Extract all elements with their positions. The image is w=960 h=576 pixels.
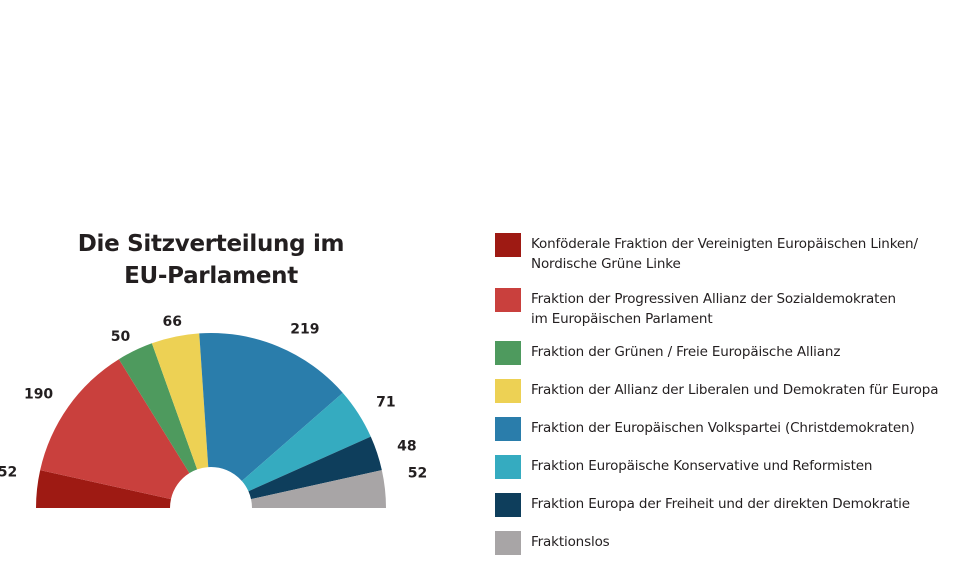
legend-label: Fraktionslos [531,534,610,550]
legend-swatch [495,455,521,479]
legend-swatch [495,417,521,441]
legend-label: Fraktion Europa der Freiheit und der dir… [531,496,910,512]
pie-slice-7 [248,436,382,500]
legend-swatch [495,379,521,403]
slice-value-label-7: 48 [397,439,416,455]
slice-value-label-4: 66 [162,314,181,330]
pie-slice-6 [241,392,371,492]
legend-label: Fraktion der Allianz der Liberalen und D… [531,382,939,398]
legend-item-5: Fraktion der Europäischen Volkspartei (C… [495,417,915,441]
chart-title-line-1: Die Sitzverteilung im [77,231,345,257]
slice-value-label-2: 190 [24,387,53,403]
legend-item-8: Fraktionslos [495,531,610,555]
slice-value-label-5: 219 [290,322,319,338]
chart-title-line-2: EU-Parlament [124,263,298,289]
pie-slice-3 [118,343,198,474]
legend-item-7: Fraktion Europa der Freiheit und der dir… [495,493,910,517]
legend-label: Fraktion der Progressiven Allianz der So… [531,291,896,327]
pie-slice-5 [199,332,343,482]
chart-title: Die Sitzverteilung im EU-Parlament [40,228,382,292]
legend-swatch [495,341,521,365]
slice-value-label-3: 50 [111,329,131,345]
legend-label: Fraktion der Grünen / Freie Europäische … [531,344,841,360]
pie-slice-1 [36,470,171,508]
legend-item-4: Fraktion der Allianz der Liberalen und D… [495,379,938,403]
legend-item-2: Fraktion der Progressiven Allianz der So… [495,288,896,329]
legend-swatch [495,531,521,555]
legend-item-3: Fraktion der Grünen / Freie Europäische … [495,341,840,365]
slice-value-label-1: 52 [0,465,17,481]
legend-swatch [495,493,521,517]
pie-slice-2 [40,359,190,500]
legend-label: Fraktion der Europäischen Volkspartei (C… [531,420,915,436]
legend-item-1: Konföderale Fraktion der Vereinigten Eur… [495,233,918,274]
slice-value-label-8: 52 [408,465,427,481]
legend-label: Konföderale Fraktion der Vereinigten Eur… [531,236,918,272]
legend-swatch [495,233,521,257]
pie-slice-8 [251,470,386,508]
legend-swatch [495,288,521,312]
legend-label: Fraktion Europäische Konservative und Re… [531,458,873,474]
legend-item-6: Fraktion Europäische Konservative und Re… [495,455,872,479]
pie-slice-4 [151,333,209,470]
slice-value-label-6: 71 [376,394,395,410]
